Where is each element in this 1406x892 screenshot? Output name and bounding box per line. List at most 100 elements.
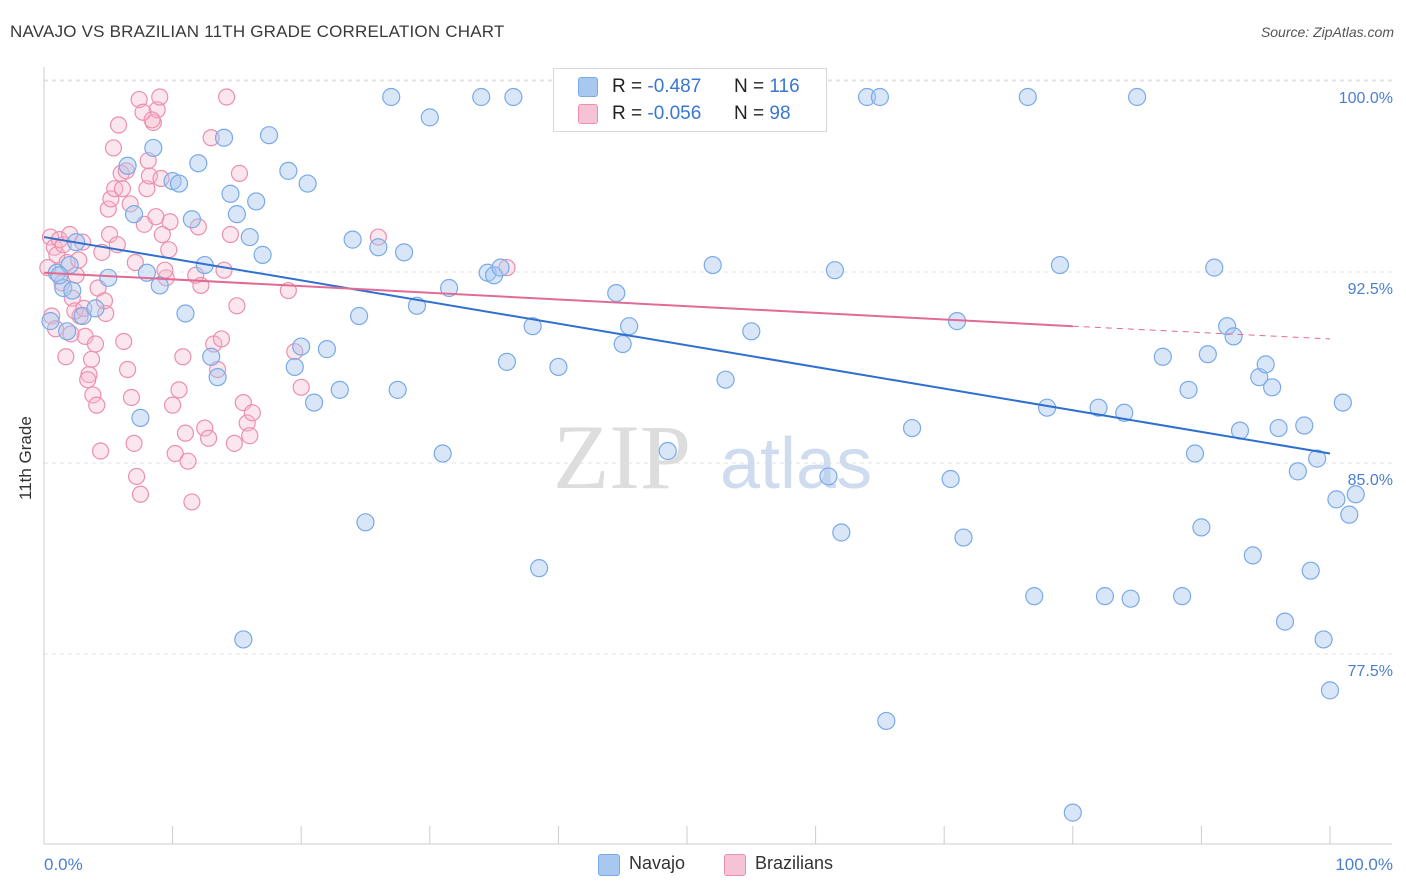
navajo-point: [259, 126, 279, 145]
watermark-zip: ZIP: [553, 406, 691, 508]
brazilians-point: [221, 225, 240, 244]
navajo-point: [202, 347, 221, 366]
navajo-point: [144, 138, 163, 158]
navajo-point: [1301, 561, 1320, 580]
navajo-point: [1256, 355, 1275, 374]
navajo-point: [50, 266, 69, 285]
y-axis-label: 11th Grade: [16, 416, 35, 500]
brazilians-point: [84, 386, 102, 404]
navajo-point: [234, 630, 253, 649]
navajo-point: [1095, 587, 1115, 606]
navajo-point: [497, 352, 517, 371]
navajo-point: [253, 245, 272, 264]
navajo-point: [349, 306, 369, 326]
brazilians-point: [176, 424, 195, 442]
brazilians-point: [243, 404, 261, 422]
brazilians-point: [115, 332, 133, 351]
navajo-point: [607, 283, 626, 303]
brazilians-point: [148, 101, 166, 119]
navajo-point: [369, 238, 388, 257]
navajo-legend-swatch: [598, 854, 620, 876]
navajo-point: [1205, 258, 1224, 277]
y-tick-label: 100.0%: [1339, 90, 1393, 107]
navajo-point: [1308, 449, 1327, 468]
navajo-point: [1185, 444, 1205, 463]
correlation-legend: R = -0.487 N = 116 R = -0.056 N = 98: [553, 68, 827, 132]
brazilians-point: [109, 116, 128, 134]
brazilians-point: [164, 396, 182, 414]
navajo-point: [63, 281, 82, 300]
navajo-point: [118, 156, 137, 175]
watermark: ZIP atlas: [553, 406, 872, 508]
navajo-point: [549, 357, 568, 377]
brazilians-point: [151, 88, 169, 106]
navajo-point: [298, 174, 317, 193]
brazilians-point: [126, 253, 144, 272]
navajo-point: [819, 467, 838, 486]
brazilians-point: [230, 164, 249, 182]
navajo-point: [150, 276, 169, 295]
navajo-trend-line: [43, 236, 1331, 455]
navajo-point: [317, 340, 337, 359]
navajo-point: [1153, 347, 1172, 366]
brazilians-point: [228, 297, 246, 315]
brazilians-point: [166, 444, 184, 463]
navajo-point: [1115, 403, 1134, 422]
brazilians-point: [86, 335, 105, 353]
brazilians-r-value: -0.056: [647, 103, 702, 124]
navajo-point: [658, 441, 677, 461]
navajo-point: [99, 268, 118, 287]
navajo-point: [1333, 393, 1352, 412]
navajo-point: [356, 513, 375, 532]
navajo-point: [182, 210, 201, 229]
navajo-points: [41, 87, 1365, 822]
navajo-point: [433, 444, 452, 463]
navajo-point: [870, 87, 890, 107]
navajo-point: [620, 317, 639, 336]
brazilians-point: [215, 261, 233, 279]
trend-lines: [43, 236, 1331, 455]
navajo-point: [902, 418, 922, 438]
navajo-point: [1025, 587, 1044, 606]
navajo-point: [1192, 518, 1211, 537]
brazilians-point: [238, 414, 256, 432]
navajo-point: [1018, 87, 1037, 107]
brazilians-point: [88, 396, 106, 414]
brazilians-point: [160, 241, 178, 259]
brazilians-point: [97, 304, 115, 323]
brazilians-point: [200, 429, 218, 447]
brazilians-points: [39, 88, 516, 511]
navajo-point: [240, 227, 259, 247]
brazilians-point: [196, 419, 214, 437]
navajo-point: [530, 559, 549, 578]
brazilians-point: [152, 169, 170, 188]
navajo-point: [1295, 416, 1314, 435]
brazilians-trend-line: [43, 271, 1073, 328]
y-tick-label: 85.0%: [1348, 472, 1393, 489]
navajo-point: [941, 469, 960, 489]
brazilians-point: [179, 452, 197, 470]
navajo-point: [491, 258, 510, 277]
navajo-point: [439, 278, 459, 298]
navajo-point: [1179, 380, 1198, 399]
axes: [43, 67, 1392, 845]
brazilians-point: [156, 261, 174, 279]
watermark-atlas: atlas: [720, 424, 872, 504]
brazilians-point: [369, 228, 387, 246]
navajo-point: [742, 322, 761, 341]
navajo-point: [523, 317, 542, 336]
navajo-point: [388, 380, 407, 399]
navajo-point: [1288, 462, 1307, 481]
navajo-legend-label: Navajo: [629, 853, 686, 873]
navajo-point: [1346, 485, 1365, 504]
navajo-point: [131, 408, 150, 427]
brazilians-point: [70, 251, 88, 269]
brazilians-point: [174, 348, 192, 366]
brazilians-point: [138, 180, 156, 198]
brazilians-point: [127, 467, 146, 486]
navajo-point: [716, 370, 735, 389]
navajo-point: [485, 266, 504, 285]
navajo-point: [227, 205, 246, 224]
brazilians-point: [153, 225, 171, 244]
navajo-point: [41, 312, 60, 331]
